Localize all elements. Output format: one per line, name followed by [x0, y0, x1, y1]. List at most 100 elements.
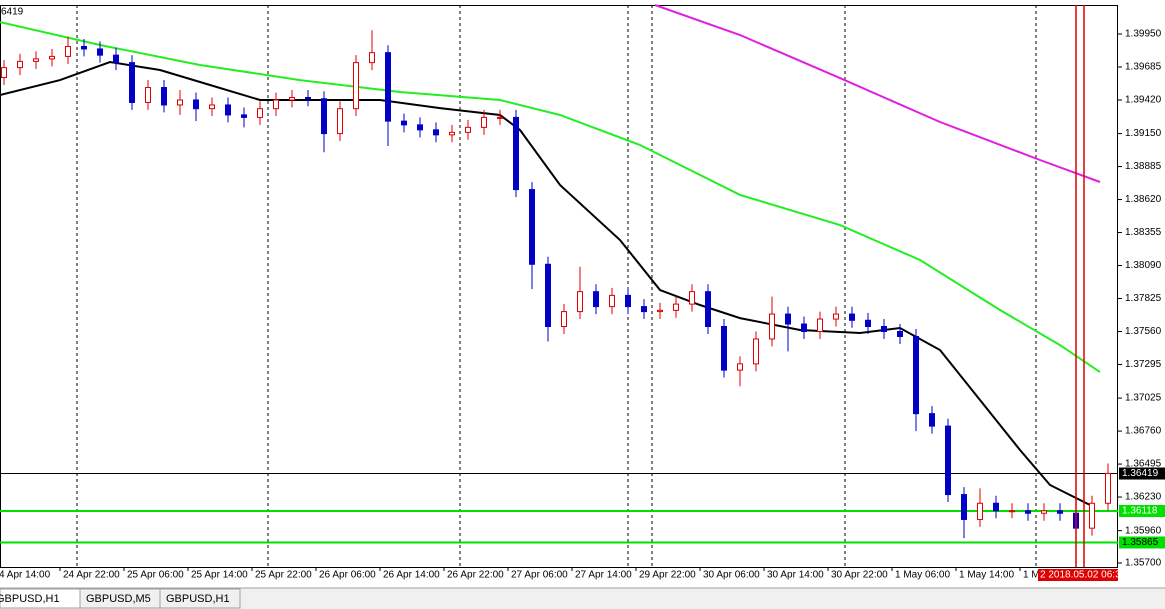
- candle-body: [337, 108, 343, 135]
- y-tick-label: 1.35960: [1125, 525, 1162, 536]
- y-tick-label: 1.37295: [1125, 359, 1162, 370]
- x-tick-label: 1 May 14:00: [959, 570, 1014, 581]
- candle-body: [305, 96, 311, 100]
- time-label-box: [1038, 569, 1118, 581]
- candle-body: [17, 60, 23, 69]
- tab-label: GBPUSD,H1: [166, 593, 230, 605]
- candle-body: [689, 291, 695, 305]
- candle-body: [209, 104, 215, 110]
- candle-body: [577, 291, 583, 313]
- candle-body: [609, 294, 615, 308]
- candle-body: [369, 52, 375, 64]
- y-tick-label: 1.38620: [1125, 194, 1162, 205]
- price-label: 1.36419: [1122, 468, 1159, 479]
- candle-body: [161, 87, 167, 106]
- candle-body: [49, 55, 55, 60]
- x-tick-label: 30 Apr 14:00: [767, 570, 824, 581]
- candle-body: [881, 326, 887, 332]
- candle-body: [417, 124, 423, 131]
- x-tick-label: 25 Apr 14:00: [191, 570, 248, 581]
- candle-body: [385, 52, 391, 122]
- candle-body: [801, 323, 807, 332]
- symbol-label: 6419: [1, 7, 24, 18]
- y-tick-label: 1.36495: [1125, 459, 1162, 470]
- price-label-box: [1119, 536, 1165, 549]
- y-tick-label: 1.39150: [1125, 128, 1162, 139]
- candle-body: [449, 131, 455, 136]
- candle-body: [849, 313, 855, 321]
- candle-body: [257, 108, 263, 118]
- y-tick-label: 1.38355: [1125, 227, 1162, 238]
- candle-body: [193, 99, 199, 110]
- candle-body: [753, 338, 759, 365]
- candle-body: [897, 330, 903, 337]
- tab[interactable]: GBPUSD,H1: [159, 588, 241, 609]
- candle-body: [465, 126, 471, 133]
- candle-body: [273, 99, 279, 110]
- candle-body: [785, 313, 791, 325]
- moving-average: [0, 60, 1091, 506]
- y-tick-label: 1.39685: [1125, 62, 1162, 73]
- candle-body: [833, 313, 839, 320]
- candle-body: [1041, 510, 1047, 514]
- candle-body: [817, 318, 823, 332]
- price-label: 1.36118: [1122, 506, 1158, 517]
- tab[interactable]: GBPUSD,H1: [0, 588, 81, 609]
- y-tick-label: 1.38885: [1125, 161, 1162, 172]
- y-tick-label: 1.37025: [1125, 393, 1162, 404]
- y-tick-label: 1.38090: [1125, 260, 1162, 271]
- tab-label: GBPUSD,H1: [0, 593, 60, 605]
- x-tick-label: 1 M: [1023, 570, 1040, 581]
- x-tick-label: 30 Apr 22:00: [831, 570, 888, 581]
- candle-body: [321, 98, 327, 135]
- x-tick-label: 25 Apr 06:00: [127, 570, 184, 581]
- x-tick-label: 30 Apr 06:00: [703, 570, 760, 581]
- x-tick-label: 26 Apr 22:00: [447, 570, 504, 581]
- x-tick-label: 4 Apr 14:00: [0, 570, 51, 581]
- y-tick-label: 1.39950: [1125, 29, 1162, 40]
- candle-body: [497, 116, 503, 119]
- plot-frame: [0, 5, 1118, 568]
- y-tick-label: 1.37560: [1125, 326, 1162, 337]
- candle-body: [353, 62, 359, 110]
- candle-body: [129, 62, 135, 103]
- x-tick-label: 1 May 06:00: [895, 570, 950, 581]
- candle-body: [401, 120, 407, 126]
- candle-body: [113, 54, 119, 64]
- time-label: 2 2018.05.02 06:37: [1040, 570, 1127, 581]
- candle-body: [593, 291, 599, 308]
- y-tick-label: 1.36230: [1125, 492, 1162, 503]
- candle-body: [625, 294, 631, 308]
- candle-body: [81, 45, 87, 50]
- candle-body: [929, 413, 935, 427]
- tab-label: GBPUSD,M5: [86, 593, 151, 605]
- candle-body: [225, 104, 231, 116]
- candle-body: [1025, 510, 1031, 514]
- candle-body: [481, 116, 487, 128]
- candle-body: [1, 67, 7, 79]
- candle-body: [705, 291, 711, 328]
- y-tick-label: 1.35700: [1125, 558, 1162, 569]
- candle-body: [961, 494, 967, 520]
- candle-body: [65, 45, 71, 57]
- candle-body: [545, 263, 551, 328]
- candle-body: [289, 96, 295, 101]
- candle-body: [657, 309, 663, 313]
- candle-body: [913, 335, 919, 415]
- x-tick-label: 27 Apr 06:00: [511, 570, 568, 581]
- moving-average: [0, 21, 1101, 373]
- candle-body: [721, 326, 727, 371]
- candle-body: [33, 58, 39, 62]
- candle-body: [737, 363, 743, 371]
- candle-body: [1105, 472, 1111, 504]
- candle-body: [529, 189, 535, 265]
- price-label-box: [1119, 467, 1165, 480]
- candle-body: [561, 311, 567, 328]
- tab[interactable]: GBPUSD,M5: [79, 588, 161, 609]
- x-tick-label: 29 Apr 22:00: [639, 570, 696, 581]
- moving-average: [654, 4, 1101, 183]
- candle-body: [769, 313, 775, 340]
- x-tick-label: 26 Apr 06:00: [319, 570, 376, 581]
- x-tick-label: 27 Apr 14:00: [575, 570, 632, 581]
- y-tick-label: 1.37825: [1125, 293, 1162, 304]
